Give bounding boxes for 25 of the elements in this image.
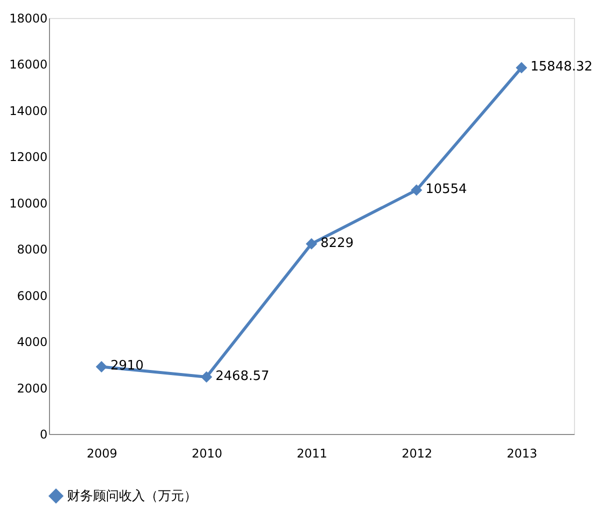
x-tick-label: 2009 bbox=[86, 446, 118, 460]
y-tick-label: 12000 bbox=[9, 150, 48, 164]
y-tick-label: 18000 bbox=[9, 12, 48, 26]
x-tick-label: 2013 bbox=[506, 446, 538, 460]
x-tick-label: 2011 bbox=[296, 446, 328, 460]
x-tick-label: 2012 bbox=[402, 446, 432, 460]
y-tick-label: 4000 bbox=[16, 335, 48, 350]
data-label: 2468.57 bbox=[216, 368, 270, 384]
point bbox=[516, 62, 528, 74]
y-tick-label: 10000 bbox=[9, 196, 48, 210]
data-label: 8229 bbox=[320, 236, 354, 251]
y-tick-label: 16000 bbox=[9, 58, 48, 72]
x-tick-label: 2010 bbox=[192, 446, 222, 460]
point bbox=[96, 361, 108, 372]
y-tick-label: 14000 bbox=[9, 104, 48, 118]
y-tick-label: 8000 bbox=[16, 242, 48, 257]
point bbox=[306, 238, 318, 250]
y-tick-label: 6000 bbox=[16, 288, 48, 303]
y-tick-label: 0 bbox=[40, 428, 48, 442]
data-label: 15848.32 bbox=[530, 60, 593, 75]
legend-label: 财务顾问收入（万元） bbox=[67, 489, 197, 504]
data-label: 10554 bbox=[426, 182, 467, 198]
point bbox=[200, 371, 212, 383]
point bbox=[410, 184, 422, 196]
y-tick-label: 2000 bbox=[16, 381, 48, 396]
